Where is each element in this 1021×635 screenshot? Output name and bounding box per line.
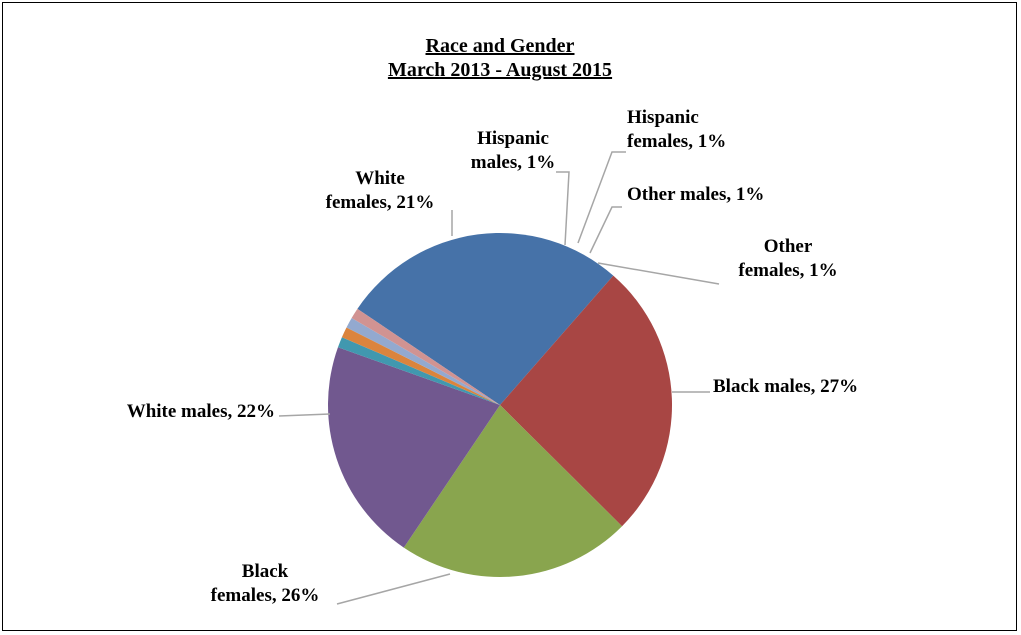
pie-slice <box>357 233 614 405</box>
pie-slice <box>500 275 673 527</box>
leader-line <box>336 573 451 605</box>
slice-label-line: White males, 22% <box>127 401 275 422</box>
leader-line <box>597 262 720 285</box>
slice-label-line: Black males, 27% <box>713 376 858 397</box>
pie-slice <box>337 337 500 405</box>
leader-line <box>278 413 331 417</box>
slice-label: White females, 21% <box>326 168 435 213</box>
chart-title-line2: March 2013 - August 2015 <box>387 59 613 81</box>
slice-labels: Black males, 27% Black females, 26% White m… <box>127 107 858 606</box>
leader-lines <box>278 151 720 605</box>
slice-label: Other males, 1% <box>627 184 764 205</box>
pie-slices <box>328 233 673 577</box>
leader-line <box>577 151 626 244</box>
slice-label-line: females, 1% <box>627 131 726 152</box>
slice-label: Black females, 26% <box>211 561 320 606</box>
slice-label-line: males, 1% <box>471 152 555 173</box>
pie-slice <box>328 347 500 548</box>
slice-label-line: Hispanic <box>627 107 699 128</box>
pie-slice <box>351 308 500 405</box>
slice-label-line: Other <box>764 236 813 257</box>
slice-label-line: Black <box>242 561 289 582</box>
slice-label-line: females, 21% <box>326 192 435 213</box>
slice-label: Hispanic males, 1% <box>471 128 555 173</box>
pie-slice <box>403 405 623 577</box>
slice-label: Hispanic females, 1% <box>627 107 726 152</box>
slice-label: Other females, 1% <box>738 236 837 281</box>
chart-title: Race and Gender March 2013 - August 2015 <box>0 34 1000 82</box>
pie-slice <box>346 317 500 405</box>
leader-line <box>556 171 570 246</box>
slice-label-line: females, 1% <box>738 260 837 281</box>
slice-label-line: Other males, 1% <box>627 184 764 205</box>
slice-label-line: White <box>355 168 405 189</box>
chart-title-line1: Race and Gender <box>425 35 575 57</box>
slice-label-line: Hispanic <box>477 128 549 149</box>
slice-label-line: females, 26% <box>211 585 320 606</box>
leader-line <box>589 206 622 254</box>
pie-slice <box>341 327 500 405</box>
slice-label: Black males, 27% <box>713 376 858 397</box>
slice-label: White males, 22% <box>127 401 275 422</box>
